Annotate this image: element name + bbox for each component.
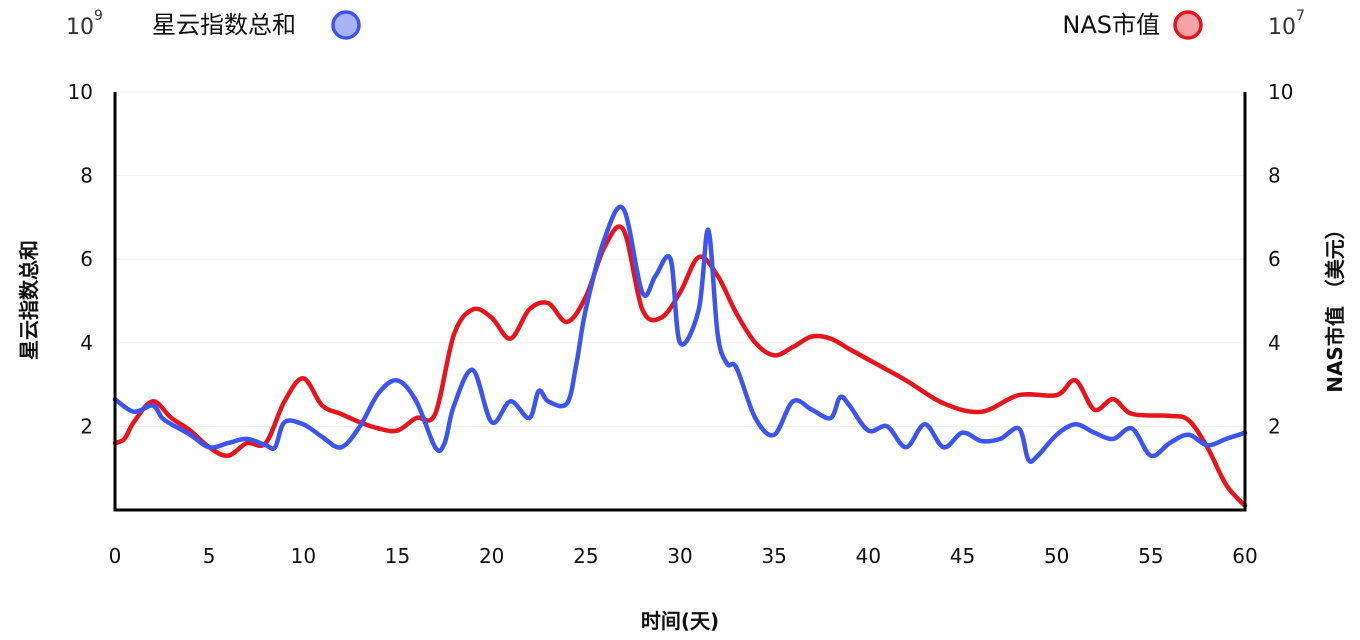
x-tick-label-12: 60 [1232,544,1257,568]
tick-labels: 0 5 10 15 20 25 30 35 40 45 50 55 60 2 4 6 8 10 2 4 6 8 10 [68,80,1294,568]
y-right-exponent: 10 7 [1268,8,1305,40]
legend: 星云指数总和 NAS市值 [152,10,1203,40]
x-tick-label-1: 5 [203,544,216,568]
y-left-exponent: 10 9 [66,8,103,40]
left-series-line [112,204,1248,464]
y-right-tick-label-1: 4 [1268,331,1281,355]
legend-label-right-series: NAS市值 [1062,11,1160,39]
legend-label-left-series: 星云指数总和 [152,11,296,39]
x-tick-label-9: 45 [950,544,975,568]
y-left-tick-label-2: 6 [80,247,93,271]
y-right-tick-label-0: 2 [1268,414,1281,438]
legend-item-right-series[interactable]: NAS市值 [1062,10,1203,40]
right-series-line [112,224,1248,509]
y-left-exponent-power: 9 [94,8,103,24]
x-tick-label-8: 40 [856,544,881,568]
y-right-exponent-base: 10 [1268,15,1296,40]
grid-lines [115,91,1245,427]
y-left-axis-title: 星云指数总和 [17,240,41,360]
x-tick-label-3: 15 [385,544,410,568]
legend-item-left-series[interactable]: 星云指数总和 [152,10,361,40]
x-tick-label-10: 50 [1044,544,1069,568]
series-lines [112,204,1248,509]
y-left-tick-label-4: 10 [68,80,93,104]
y-left-exponent-base: 10 [66,15,94,40]
x-tick-label-7: 35 [761,544,786,568]
x-axis-title: 时间(天) [641,609,719,633]
legend-marker-left-series [331,10,361,40]
x-tick-label-0: 0 [109,544,122,568]
axes [113,92,1247,512]
y-right-tick-label-4: 10 [1268,80,1293,104]
x-tick-label-5: 25 [573,544,598,568]
y-left-tick-label-0: 2 [80,414,93,438]
x-tick-label-4: 20 [479,544,504,568]
x-tick-label-2: 10 [291,544,316,568]
y-right-exponent-power: 7 [1296,8,1305,24]
y-left-tick-label-3: 8 [80,164,93,188]
x-tick-label-11: 55 [1138,544,1163,568]
y-right-tick-label-2: 6 [1268,247,1281,271]
y-right-tick-label-3: 8 [1268,164,1281,188]
y-left-tick-label-1: 4 [80,331,93,355]
y-right-axis-title: NAS市值 （美元） [1323,219,1347,393]
x-tick-label-6: 30 [667,544,692,568]
legend-marker-right-series [1173,10,1203,40]
